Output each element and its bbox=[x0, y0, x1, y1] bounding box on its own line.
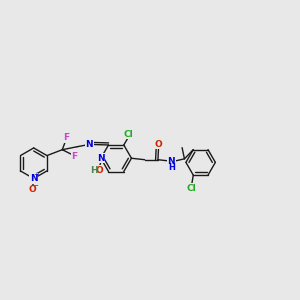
Text: −: − bbox=[31, 181, 39, 191]
Text: F: F bbox=[63, 133, 69, 142]
Text: H: H bbox=[168, 163, 175, 172]
Text: O: O bbox=[95, 166, 103, 175]
Text: Cl: Cl bbox=[187, 184, 197, 193]
Text: Cl: Cl bbox=[123, 130, 133, 139]
Text: O: O bbox=[155, 140, 162, 148]
Text: N: N bbox=[97, 154, 105, 163]
Text: O: O bbox=[28, 185, 36, 194]
Text: N: N bbox=[167, 157, 175, 166]
Text: +: + bbox=[34, 172, 40, 178]
Text: N: N bbox=[85, 140, 93, 149]
Text: F: F bbox=[72, 152, 78, 161]
Text: N: N bbox=[30, 174, 38, 183]
Text: H: H bbox=[90, 166, 97, 175]
